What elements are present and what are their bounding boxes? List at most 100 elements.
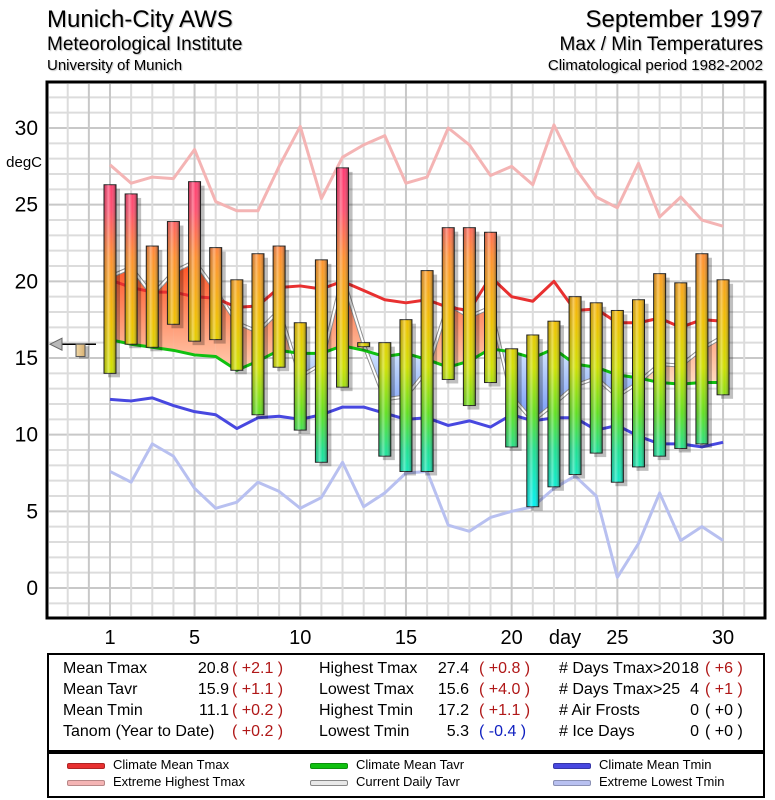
university-title: University of Munich	[47, 57, 183, 74]
bar-highlight	[273, 246, 286, 368]
stat-deviation: ( +0 )	[705, 702, 743, 719]
y-tick-label: 15	[15, 347, 38, 370]
stat-deviation: ( +2.1 )	[232, 660, 284, 677]
legend-swatch	[553, 763, 591, 769]
x-axis-label: day	[549, 627, 581, 649]
bar-highlight	[315, 259, 328, 463]
x-tick-label: 15	[395, 627, 417, 649]
bar-highlight	[695, 253, 708, 444]
stat-row: # Air Frosts 0 ( +0 )	[49, 702, 763, 722]
station-title: Munich-City AWS	[47, 6, 233, 33]
stat-value: 27.4	[437, 660, 469, 677]
month-title: September 1997	[585, 6, 763, 33]
x-tick-label: 10	[289, 627, 311, 649]
stat-value: 15.6	[437, 681, 469, 698]
stat-deviation: ( +1 )	[705, 681, 743, 698]
bar-highlight	[484, 232, 497, 383]
y-tick-label: 30	[15, 117, 38, 140]
stat-row: # Days Tmax>25 4 ( +1 )	[49, 681, 763, 701]
bar-highlight	[442, 227, 455, 380]
stat-row: Mean Tmin 11.1( +0.2 )	[49, 702, 763, 722]
stat-label: Mean Tmin	[63, 702, 143, 719]
indicator-bar	[75, 343, 86, 357]
x-tick-label: 1	[104, 627, 115, 649]
stat-label: # Ice Days	[559, 723, 635, 740]
stat-value: 0	[690, 723, 699, 740]
stat-label: Highest Tmax	[319, 660, 418, 677]
bar-highlight	[104, 184, 116, 374]
stat-label: # Air Frosts	[559, 702, 640, 719]
legend-swatch	[67, 763, 105, 769]
daily-bars	[103, 167, 734, 511]
legend-label: Extreme Lowest Tmin	[599, 774, 725, 789]
bar-highlight	[632, 299, 645, 467]
stat-label: Lowest Tmin	[319, 723, 410, 740]
stat-value: 20.8	[197, 660, 229, 677]
bar-highlight	[717, 279, 730, 395]
arrow-left-icon	[48, 337, 63, 352]
legend-label: Climate Mean Tmax	[113, 757, 230, 772]
x-tick-labels: 1 5 10 15 20 25 30	[104, 627, 734, 649]
stat-row: Highest Tmin 17.2 ( +1.1 )	[49, 702, 763, 722]
y-tick-label: 10	[15, 424, 38, 447]
stat-label: # Days Tmax>25	[559, 681, 681, 698]
period-title: Climatological period 1982-2002	[547, 57, 763, 74]
x-tick-label: 30	[712, 627, 734, 649]
stat-deviation: ( +6 )	[705, 660, 743, 677]
y-tick-label: 20	[15, 270, 38, 293]
stat-row: Lowest Tmin 5.3 ( -0.4 )	[49, 723, 763, 743]
stat-label: Mean Tavr	[63, 681, 138, 698]
statistics-panel: Mean Tmax 20.8( +2.1 ) Mean Tavr 15.9( +1.1…	[47, 653, 765, 752]
legend-swatch	[310, 763, 348, 769]
x-tick-label: 20	[501, 627, 523, 649]
legend-swatch	[310, 780, 348, 786]
bar-highlight	[505, 348, 518, 447]
legend-label: Extreme Highest Tmax	[113, 774, 245, 789]
bar-highlight	[547, 321, 560, 487]
stat-deviation: ( +0.8 )	[479, 660, 531, 677]
stat-row: Highest Tmax 27.4 ( +0.8 )	[49, 660, 763, 680]
bar-highlight	[421, 270, 434, 472]
legend-label: Current Daily Tavr	[356, 774, 460, 789]
stat-row: # Ice Days 0 ( +0 )	[49, 723, 763, 743]
stat-value: 4	[690, 681, 699, 698]
stat-value: 15.9	[197, 681, 229, 698]
stat-value: 18	[681, 660, 699, 677]
stat-row: Tanom (Year to Date) ( +0.2 )	[49, 723, 763, 743]
bar-highlight	[336, 167, 349, 388]
stat-row: Lowest Tmax 15.6 ( +4.0 )	[49, 681, 763, 701]
bar-highlight	[167, 221, 180, 325]
bar-highlight	[188, 181, 201, 342]
bar-highlight	[463, 227, 476, 406]
legend: Climate Mean Tmax Extreme Highest Tmax Cli…	[47, 752, 765, 798]
stat-row: # Days Tmax>20 18 ( +6 )	[49, 660, 763, 680]
legend-swatch	[553, 780, 591, 786]
extreme-highest-tmax-line	[109, 123, 724, 228]
stat-deviation: ( -0.4 )	[479, 723, 527, 740]
y-tick-labels: 0 5 10 15 20 25 30	[15, 117, 38, 600]
bar-highlight	[357, 342, 370, 347]
bar-highlight	[378, 342, 391, 457]
stat-label: Tanom (Year to Date)	[63, 723, 215, 740]
bar-highlight	[399, 319, 412, 472]
extreme-lowest-tmin-line	[109, 442, 724, 579]
stat-deviation: ( +1.1 )	[232, 681, 284, 698]
stat-label: Mean Tmax	[63, 660, 148, 677]
stat-row: Mean Tmax 20.8( +2.1 )	[49, 660, 763, 680]
y-tick-label: 5	[26, 500, 38, 523]
bar-highlight	[125, 193, 138, 345]
x-tick-label: 5	[189, 627, 200, 649]
stat-deviation: ( +0.2 )	[232, 723, 284, 740]
year-anomaly-indicator	[48, 337, 96, 359]
bar-highlight	[526, 335, 539, 507]
legend-label: Climate Mean Tavr	[356, 757, 465, 772]
stat-deviation: ( +4.0 )	[479, 681, 531, 698]
bar-highlight	[611, 310, 624, 483]
y-tick-label: 0	[26, 577, 38, 600]
bar-highlight	[146, 246, 159, 348]
stat-value: 11.1	[199, 702, 229, 719]
y-tick-label: 25	[15, 194, 38, 217]
bar-shadow	[361, 346, 374, 351]
y-axis-label: degC	[6, 154, 42, 171]
